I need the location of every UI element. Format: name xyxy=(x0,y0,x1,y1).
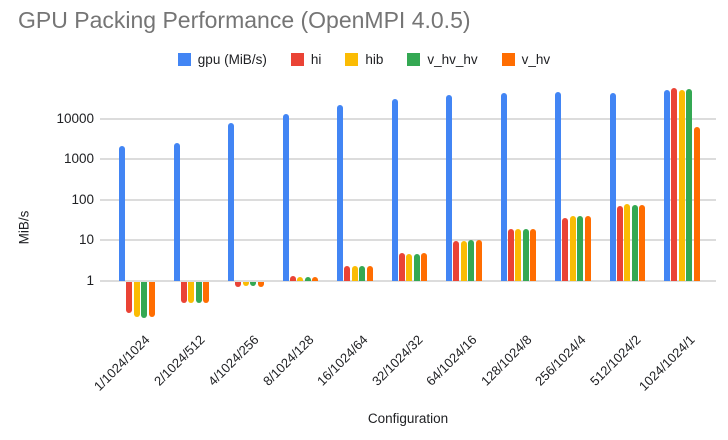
bar-gpu (MiB/s)-8/1024/128 xyxy=(282,113,289,281)
bar-hi-4/1024/256 xyxy=(235,282,242,288)
y-tick-label-1000: 1000 xyxy=(63,151,94,167)
legend-item-hi[interactable]: hi xyxy=(290,51,322,67)
bar-gpu (MiB/s)-1/1024/1024 xyxy=(119,146,125,281)
bar-hi-8/1024/128 xyxy=(289,276,296,281)
legend-swatch-icon xyxy=(501,52,515,66)
gridline-1 xyxy=(100,280,716,282)
bar-v_hv-2/1024/512 xyxy=(203,282,210,304)
legend-item-v_hv_hv[interactable]: v_hv_hv xyxy=(407,51,478,67)
gridline-10 xyxy=(100,239,716,242)
y-tick-label-100: 100 xyxy=(71,191,94,207)
bar-v_hv_hv-32/1024/32 xyxy=(413,254,420,281)
bar-hib-64/1024/16 xyxy=(460,241,467,281)
legend-label: v_hv_hv xyxy=(427,51,478,67)
bar-gpu (MiB/s)-512/1024/2 xyxy=(609,93,616,281)
bar-gpu (MiB/s)-16/1024/64 xyxy=(337,104,343,281)
y-tick-label-1: 1 xyxy=(86,273,94,288)
bar-hib-16/1024/64 xyxy=(351,266,358,281)
legend-swatch-icon xyxy=(290,52,304,66)
bar-hib-512/1024/2 xyxy=(624,203,631,281)
bar-gpu (MiB/s)-4/1024/256 xyxy=(228,122,234,281)
bar-gpu (MiB/s)-1024/1024/1 xyxy=(664,90,670,281)
legend: gpu (MiB/s) hi hib v_hv_hv v_hv xyxy=(0,50,728,68)
bar-v_hv_hv-64/1024/16 xyxy=(468,240,475,281)
bar-v_hv_hv-2/1024/512 xyxy=(195,282,202,304)
legend-item-hib[interactable]: hib xyxy=(345,52,383,67)
bar-v_hv_hv-16/1024/64 xyxy=(359,266,366,281)
legend-item-gpu (MiB/s)[interactable]: gpu (MiB/s) xyxy=(177,51,267,67)
bar-gpu (MiB/s)-64/1024/16 xyxy=(446,95,452,281)
y-tick-label-10000: 10000 xyxy=(56,110,94,126)
bar-v_hv-32/1024/32 xyxy=(421,253,428,281)
bar-hib-256/1024/4 xyxy=(569,215,576,281)
bar-hib-1024/1024/1 xyxy=(678,90,685,281)
bar-v_hv_hv-128/1024/8 xyxy=(522,229,529,281)
bar-v_hv-4/1024/256 xyxy=(257,282,264,288)
bar-hi-128/1024/8 xyxy=(507,229,514,281)
legend-swatch-icon xyxy=(345,52,359,66)
bar-hib-8/1024/128 xyxy=(297,277,304,281)
bar-gpu (MiB/s)-32/1024/32 xyxy=(391,99,398,281)
legend-item-v_hv[interactable]: v_hv xyxy=(501,51,551,67)
bar-v_hv-1024/1024/1 xyxy=(693,127,700,281)
legend-label: gpu (MiB/s) xyxy=(197,51,267,67)
bar-gpu (MiB/s)-256/1024/4 xyxy=(555,91,561,281)
bar-hi-512/1024/2 xyxy=(616,206,623,281)
gridline-100 xyxy=(100,198,716,201)
bar-v_hv-8/1024/128 xyxy=(312,277,319,281)
bar-v_hv_hv-512/1024/2 xyxy=(631,204,638,281)
bar-hib-4/1024/256 xyxy=(242,282,249,286)
bar-gpu (MiB/s)-2/1024/512 xyxy=(173,143,180,281)
bar-v_hv-256/1024/4 xyxy=(584,215,591,281)
chart-title: GPU Packing Performance (OpenMPI 4.0.5) xyxy=(18,7,471,33)
bar-gpu (MiB/s)-128/1024/8 xyxy=(500,93,507,281)
legend-label: hi xyxy=(310,51,322,67)
bar-hi-64/1024/16 xyxy=(453,241,460,281)
gridline-1000 xyxy=(100,158,716,161)
gridline-10000 xyxy=(100,117,716,120)
legend-swatch-icon xyxy=(177,52,191,66)
bar-v_hv_hv-256/1024/4 xyxy=(577,215,584,281)
bar-hib-128/1024/8 xyxy=(515,229,522,281)
bar-hi-2/1024/512 xyxy=(180,282,187,304)
bar-v_hv_hv-4/1024/256 xyxy=(250,282,257,286)
bar-hib-1/1024/1024 xyxy=(133,282,140,317)
bar-v_hv_hv-1/1024/1024 xyxy=(141,282,148,318)
bar-hib-2/1024/512 xyxy=(188,282,195,304)
bar-v_hv-16/1024/64 xyxy=(366,265,373,281)
bar-hi-16/1024/64 xyxy=(344,265,351,281)
bar-v_hv-128/1024/8 xyxy=(530,229,537,281)
legend-label: hib xyxy=(365,51,384,67)
x-axis-title: Configuration xyxy=(367,411,449,426)
bar-hi-1/1024/1024 xyxy=(126,282,133,314)
y-axis-title: MiB/s xyxy=(16,210,32,245)
bar-v_hv_hv-1024/1024/1 xyxy=(686,88,693,281)
bar-hib-32/1024/32 xyxy=(406,254,413,281)
bar-hi-256/1024/4 xyxy=(562,218,569,281)
bar-hi-1024/1024/1 xyxy=(671,88,678,281)
bar-v_hv-64/1024/16 xyxy=(475,240,482,281)
bar-v_hv-1/1024/1024 xyxy=(148,282,155,317)
legend-label: v_hv xyxy=(521,51,551,67)
bar-v_hv-512/1024/2 xyxy=(639,204,646,281)
legend-swatch-icon xyxy=(407,52,421,66)
bar-hi-32/1024/32 xyxy=(398,253,405,281)
y-tick-label-10: 10 xyxy=(78,232,94,248)
bar-v_hv_hv-8/1024/128 xyxy=(304,277,311,281)
